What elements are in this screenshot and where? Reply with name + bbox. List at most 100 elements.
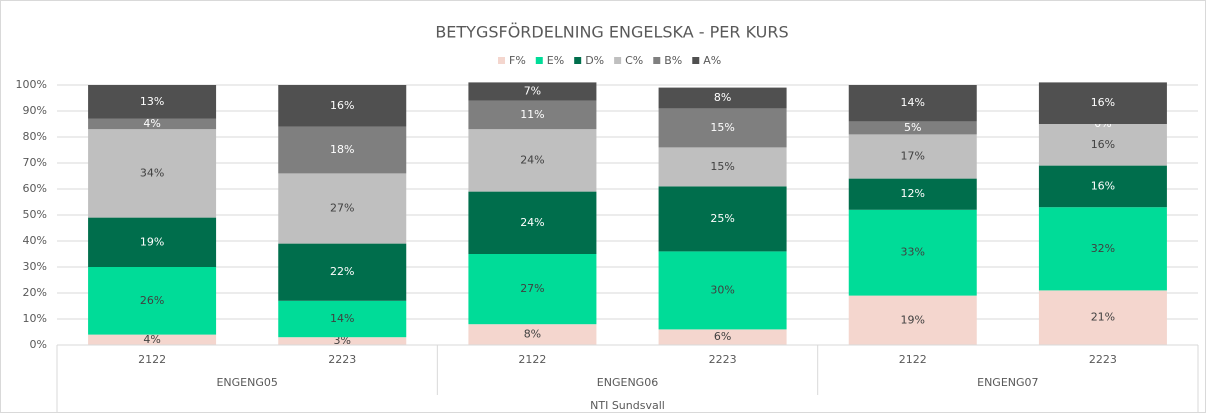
- legend-label: A%: [703, 54, 721, 67]
- data-label: 27%: [330, 202, 354, 215]
- bar-segment: [468, 100, 597, 130]
- y-tick-label: 90%: [23, 104, 47, 117]
- group-label: ENGENG06: [597, 376, 658, 389]
- data-label: 30%: [710, 283, 734, 296]
- data-label: 22%: [330, 265, 354, 278]
- data-label: 5%: [904, 121, 921, 134]
- y-tick-label: 60%: [23, 182, 47, 195]
- data-label: 17%: [901, 150, 925, 163]
- x-tick-label: 2223: [1089, 353, 1117, 366]
- outer-label: NTI Sundsvall: [590, 399, 665, 412]
- bar-segment: [848, 295, 977, 345]
- data-label: 19%: [901, 313, 925, 326]
- bar-segment: [1038, 290, 1167, 345]
- data-label: 19%: [140, 235, 164, 248]
- legend-swatch: [653, 57, 661, 64]
- legend-swatch: [498, 57, 505, 64]
- data-label: 16%: [330, 99, 354, 112]
- x-tick-label: 2122: [899, 353, 927, 366]
- y-tick-label: 30%: [23, 260, 47, 273]
- bar-segment: [1038, 165, 1167, 208]
- data-label: 15%: [710, 160, 734, 173]
- bar-segment: [658, 186, 787, 252]
- x-tick-label: 2223: [709, 353, 737, 366]
- bar-segment: [468, 254, 597, 325]
- y-tick-label: 100%: [16, 78, 47, 91]
- legend-swatch: [692, 57, 700, 64]
- bar-segment: [88, 118, 217, 130]
- data-label: 3%: [334, 334, 351, 347]
- data-label: 14%: [330, 312, 354, 325]
- bar-segment: [848, 209, 977, 296]
- legend-swatch: [614, 57, 622, 64]
- y-tick-label: 10%: [23, 312, 47, 325]
- group-label: ENGENG07: [977, 376, 1038, 389]
- bar-segment: [468, 191, 597, 254]
- data-label: 24%: [520, 216, 544, 229]
- data-label: 6%: [714, 330, 731, 343]
- bar-segment: [848, 178, 977, 210]
- legend-label: B%: [664, 54, 682, 67]
- bar-segment: [1038, 82, 1167, 124]
- y-tick-label: 70%: [23, 156, 47, 169]
- bar-segment: [468, 82, 597, 101]
- bar-segment: [278, 300, 407, 338]
- data-label: 21%: [1091, 311, 1115, 324]
- data-label: 8%: [714, 91, 731, 104]
- data-label: 16%: [1091, 138, 1115, 151]
- bar-segment: [88, 217, 217, 267]
- y-tick-label: 40%: [23, 234, 47, 247]
- legend-label: C%: [625, 54, 643, 67]
- chart-title: BETYGSFÖRDELNING ENGELSKA - PER KURS: [435, 23, 788, 42]
- legend-label: F%: [509, 54, 526, 67]
- bar-segment: [88, 85, 217, 119]
- legend-swatch: [535, 57, 543, 64]
- bar-segment: [278, 173, 407, 244]
- bar-segment: [278, 243, 407, 301]
- data-label: 33%: [901, 246, 925, 259]
- data-label: 4%: [143, 333, 160, 346]
- bar-segment: [658, 329, 787, 345]
- bar-segment: [1038, 124, 1167, 166]
- data-label: 11%: [520, 108, 544, 121]
- data-label: 15%: [710, 121, 734, 134]
- data-label: 16%: [1091, 179, 1115, 192]
- data-label: 25%: [710, 212, 734, 225]
- bar-segment: [88, 267, 217, 335]
- legend-label: E%: [547, 54, 564, 67]
- bar-segment: [1038, 207, 1167, 291]
- bar-segment: [88, 129, 217, 218]
- data-label: 8%: [524, 328, 541, 341]
- bar-segment: [468, 324, 597, 345]
- legend-swatch: [574, 57, 582, 64]
- x-tick-label: 2223: [328, 353, 356, 366]
- bar-segment: [278, 85, 407, 127]
- bar-segment: [848, 121, 977, 135]
- data-label: 12%: [901, 187, 925, 200]
- x-tick-label: 2122: [518, 353, 546, 366]
- bar-segment: [848, 85, 977, 122]
- data-label: 13%: [140, 95, 164, 108]
- legend-label: D%: [585, 54, 604, 67]
- y-tick-label: 50%: [23, 208, 47, 221]
- bar-segment: [658, 87, 787, 109]
- y-tick-label: 0%: [30, 338, 47, 351]
- bar-segment: [658, 147, 787, 187]
- bar-segment: [88, 334, 217, 345]
- bar-segment: [278, 337, 407, 345]
- x-tick-label: 2122: [138, 353, 166, 366]
- bar-segment: [278, 126, 407, 174]
- bar-segment: [658, 108, 787, 148]
- group-label: ENGENG05: [216, 376, 277, 389]
- data-label: 14%: [901, 96, 925, 109]
- data-label: 7%: [524, 85, 541, 98]
- bar-segment: [658, 251, 787, 330]
- y-tick-label: 20%: [23, 286, 47, 299]
- data-label: 4%: [143, 117, 160, 130]
- bar-segment: [468, 129, 597, 192]
- bar-segment: [848, 134, 977, 179]
- data-label: 34%: [140, 166, 164, 179]
- data-label: 18%: [330, 143, 354, 156]
- data-label: 24%: [520, 153, 544, 166]
